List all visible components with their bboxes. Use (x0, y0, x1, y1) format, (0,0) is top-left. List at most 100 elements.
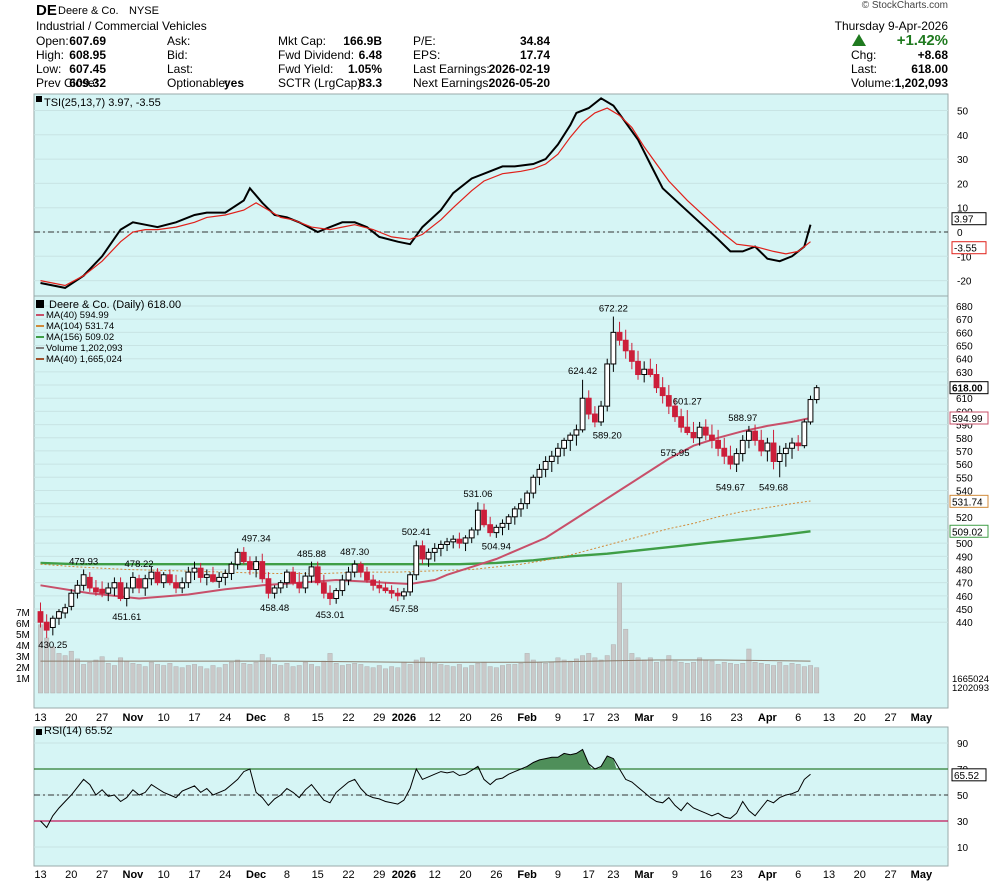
legend-label: MA(104) 531.74 (46, 321, 114, 332)
volume-bar (124, 660, 130, 694)
candle-body (474, 509, 481, 531)
volume-bar (198, 666, 204, 694)
volume-bar (721, 661, 727, 694)
candle-body (173, 582, 179, 589)
candle-body (616, 331, 623, 341)
rsi-x-tick: 9 (555, 869, 561, 881)
rsi-y-tick: 50 (957, 791, 969, 802)
quote-label: Prev Close: (36, 76, 99, 90)
price-x-tick: 6 (795, 712, 801, 724)
volume-bar (389, 666, 395, 694)
volume-bar (660, 660, 666, 694)
candle-body (80, 574, 87, 586)
volume-bar (764, 664, 770, 694)
volume-bar (746, 648, 752, 694)
fundamental-value: 166.9B (343, 34, 382, 48)
candle-body (203, 574, 210, 578)
volume-bar (309, 664, 314, 694)
price-annotation: 485.88 (297, 549, 326, 560)
quote-value: 607.45 (69, 62, 106, 76)
volume-bar (216, 667, 222, 694)
bidask-label: Last: (167, 62, 194, 76)
rsi-x-tick: 20 (65, 869, 77, 881)
price-x-tick: 12 (429, 712, 441, 724)
volume-bar (155, 664, 160, 694)
candle-body (154, 571, 161, 584)
volume-bar (339, 665, 345, 694)
tsi-last-value-box (951, 241, 987, 255)
volume-bar (370, 667, 376, 694)
price-y-tick: 500 (956, 539, 973, 550)
candle-body (314, 566, 321, 584)
company-name: Deere & Co. (58, 5, 119, 17)
bidask-label: Bid: (167, 48, 188, 62)
volume-bar (635, 657, 641, 694)
price-annotation: 549.67 (716, 483, 745, 494)
candle-body (518, 503, 524, 510)
candle-body (468, 529, 475, 539)
price-x-tick: 16 (700, 712, 712, 724)
volume-bar (93, 659, 99, 694)
candle-body (585, 397, 592, 415)
rsi-overbought-area (474, 766, 481, 769)
candle-body (370, 579, 377, 586)
candle-body (641, 368, 648, 376)
price-y-tick: 610 (956, 394, 973, 405)
price-x-tick: Feb (517, 712, 537, 724)
rsi-x-tick: 10 (158, 869, 170, 881)
rsi-x-tick: Nov (123, 869, 145, 881)
candle-body (450, 538, 457, 543)
volume-bar (610, 644, 616, 694)
candle-body (222, 572, 229, 578)
candle-body (561, 439, 568, 449)
rsi-legend-swatch (36, 729, 42, 735)
price-y-tick: 450 (956, 605, 973, 616)
candle-body (752, 430, 758, 441)
rsi-overbought-area (597, 756, 617, 769)
volume-bar (487, 666, 493, 694)
price-annotation: 624.42 (568, 366, 597, 377)
price-annotation: 549.68 (759, 483, 788, 494)
price-y-tick: 480 (956, 566, 973, 577)
volume-bar (142, 666, 148, 694)
volume-bar (111, 665, 117, 694)
tsi-y-tick: -20 (957, 277, 972, 288)
candle-body (345, 571, 352, 581)
price-annotation: 487.30 (340, 547, 369, 558)
candle-body (487, 524, 494, 534)
volume-bar (167, 663, 173, 694)
price-x-tick: 27 (884, 712, 896, 724)
rsi-x-tick: Dec (246, 869, 266, 881)
candle-body (795, 442, 802, 447)
earnings-label: Next Earnings: (413, 76, 492, 90)
candle-body (166, 574, 173, 584)
candle-body (610, 331, 617, 365)
candle-body (573, 429, 580, 436)
volume-bar (549, 661, 555, 694)
volume-bar (284, 663, 290, 694)
summary-label: Volume: (851, 76, 895, 90)
candle-body (438, 543, 444, 549)
candle-body (739, 439, 746, 455)
candle-body (240, 551, 247, 563)
volume-bar (333, 663, 339, 694)
volume-bar (376, 665, 382, 694)
candle-body (431, 547, 438, 553)
candle-body (210, 574, 216, 582)
tsi-y-tick: 10 (957, 204, 969, 215)
price-y-tick: 540 (956, 486, 973, 497)
candle-body (598, 405, 604, 423)
volume-bar (407, 664, 413, 694)
earnings-value: 2026-05-20 (488, 76, 550, 90)
candle-body (592, 413, 598, 423)
candle-body (357, 563, 364, 573)
rsi-y-tick: 30 (957, 817, 969, 828)
candle-body (567, 434, 574, 441)
volume-bar (444, 665, 450, 694)
candle-body (37, 611, 44, 623)
candle-body (604, 363, 611, 407)
candle-body (327, 592, 333, 599)
candle-body (684, 426, 691, 433)
price-title: Deere & Co. (Daily) 618.00 (49, 299, 181, 311)
volume-bar (56, 653, 62, 694)
